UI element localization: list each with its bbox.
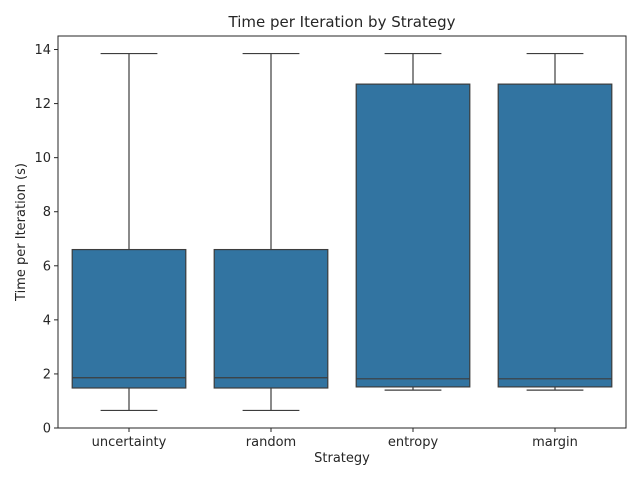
x-tick-label: margin (532, 435, 578, 450)
y-tick-label: 14 (34, 43, 51, 58)
y-axis-ticks: 0 2 4 6 8 10 12 14 (34, 43, 58, 437)
box-uncertainty (71, 52, 187, 412)
y-tick-label: 0 (43, 422, 51, 437)
box-entropy (355, 52, 471, 391)
boxes (71, 52, 613, 412)
box-body (213, 248, 329, 389)
y-tick-label: 4 (43, 313, 51, 328)
box-body (497, 83, 613, 388)
y-tick-label: 10 (34, 151, 51, 166)
x-tick-label: random (246, 435, 296, 450)
x-tick-label: uncertainty (92, 435, 167, 450)
chart-title: Time per Iteration by Strategy (228, 13, 456, 31)
box-body (71, 248, 187, 389)
box-margin (497, 52, 613, 391)
y-tick-label: 12 (34, 97, 51, 112)
y-tick-label: 2 (43, 367, 51, 382)
y-tick-label: 6 (43, 259, 51, 274)
plot-frame (57, 35, 627, 429)
x-axis-label: Strategy (314, 451, 370, 466)
box-body (355, 83, 471, 388)
y-axis-label: Time per Iteration (s) (14, 163, 29, 302)
x-axis-ticks: uncertainty random entropy margin (92, 428, 578, 450)
x-tick-label: entropy (388, 435, 439, 450)
box-random (213, 52, 329, 412)
y-tick-label: 8 (43, 205, 51, 220)
